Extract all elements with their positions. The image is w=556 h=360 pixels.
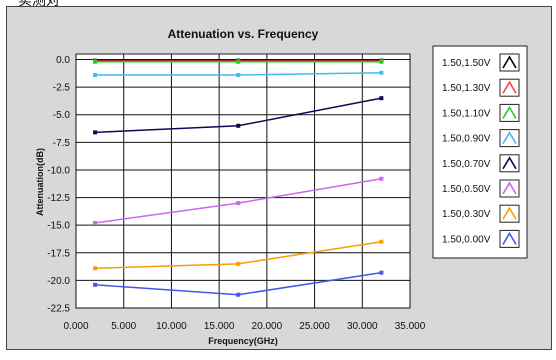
series-point (379, 59, 384, 64)
series-point (93, 130, 98, 135)
plot-background (75, 53, 411, 309)
grid-layer: 0.000 5.000 10.000 15.000 20.000 25.000 30.000… (47, 54, 426, 332)
series-point (236, 59, 241, 64)
legend-swatch-line (502, 131, 517, 145)
y-tick-label: -10.0 (47, 165, 70, 176)
legend-swatch-box (499, 154, 520, 173)
legend-swatch-line (502, 105, 517, 119)
y-tick-label: -2.5 (53, 83, 71, 94)
legend-swatch-box (499, 229, 520, 248)
legend-swatch-box (499, 103, 520, 122)
series-point (379, 270, 384, 275)
series-point (93, 282, 98, 287)
series-point (236, 292, 241, 297)
y-tick-label: -22.5 (47, 304, 70, 315)
series-point (236, 72, 241, 77)
series-point (93, 59, 98, 64)
x-tick-label: 30.000 (347, 321, 378, 332)
legend-swatch-box (499, 129, 520, 148)
legend-label: 1.50,1.10V (442, 108, 491, 119)
y-tick-label: -17.5 (47, 248, 70, 259)
legend-swatch-box (499, 53, 520, 72)
top-fragment-text: 实测对 (18, 0, 60, 9)
series-point (236, 261, 241, 266)
x-tick-label: 5.000 (111, 321, 136, 332)
series-point (379, 239, 384, 244)
legend-label: 1.50,0.00V (442, 234, 491, 245)
x-tick-label: 20.000 (252, 321, 283, 332)
legend-label: 1.50,1.50V (442, 58, 491, 69)
x-axis-label: Frequency(GHz) (208, 336, 278, 346)
legend-label: 1.50,1.30V (442, 83, 491, 94)
y-tick-label: -12.5 (47, 193, 70, 204)
y-tick-label: 0.0 (56, 55, 70, 66)
legend-label: 1.50,0.30V (442, 209, 491, 220)
legend-swatch-line (502, 231, 517, 245)
legend-swatch-box (499, 179, 520, 198)
y-tick-label: -15.0 (47, 221, 70, 232)
series-layer (93, 58, 384, 297)
legend-label: 1.50,0.50V (442, 184, 491, 195)
x-tick-label: 10.000 (156, 321, 187, 332)
series-point (379, 176, 384, 181)
y-axis-label: Attenuation(dB) (35, 148, 45, 216)
legend-label: 1.50,0.70V (442, 159, 491, 170)
legend-swatch-box (499, 78, 520, 97)
series-point (236, 201, 241, 206)
legend-swatch-box (499, 204, 520, 223)
series-point (93, 220, 98, 225)
legend-background (432, 45, 528, 259)
legend-layer: 1.50,1.50V 1.50,1.30V 1.50,1.10V 1.50,0.90V… (442, 53, 520, 248)
chart-title: Attenuation vs. Frequency (168, 27, 319, 41)
x-tick-label: 35.000 (395, 321, 426, 332)
x-tick-label: 15.000 (204, 321, 235, 332)
series-point (93, 266, 98, 271)
series-point (379, 70, 384, 75)
x-tick-label: 0.000 (63, 321, 88, 332)
series-point (379, 96, 384, 101)
y-tick-label: -20.0 (47, 276, 70, 287)
x-tick-label: 25.000 (299, 321, 330, 332)
series-point (93, 72, 98, 77)
legend-label: 1.50,0.90V (442, 134, 491, 145)
legend-swatch-line (502, 55, 517, 69)
legend-swatch-line (502, 80, 517, 94)
series-point (236, 123, 241, 128)
legend-swatch-line (502, 181, 517, 195)
legend-swatch-line (502, 156, 517, 170)
y-tick-label: -7.5 (53, 138, 71, 149)
legend-swatch-line (502, 206, 517, 220)
y-tick-label: -5.0 (53, 110, 71, 121)
